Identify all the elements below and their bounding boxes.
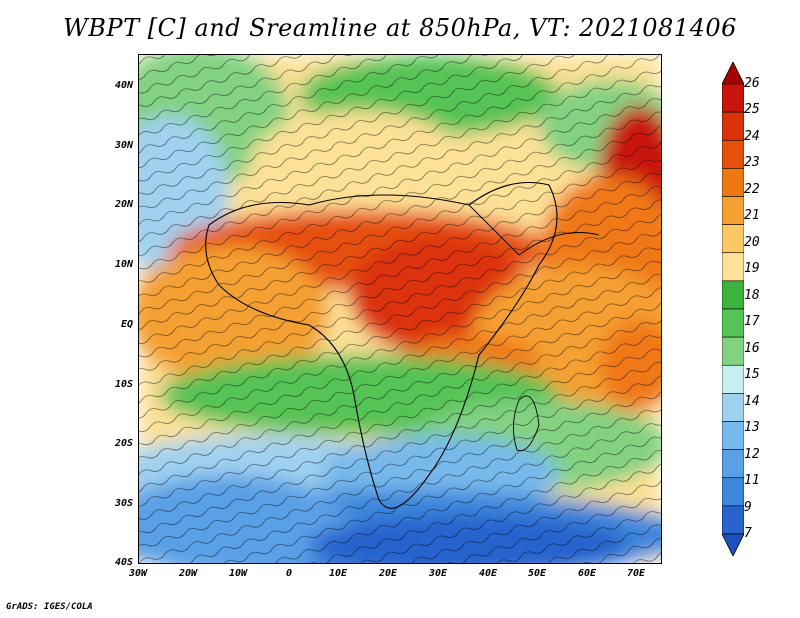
colorbar-swatch — [722, 505, 744, 535]
colorbar-swatch — [722, 421, 744, 450]
colorbar-swatch — [722, 168, 744, 197]
colorbar-label: 12 — [744, 446, 760, 462]
streamlines — [139, 55, 661, 563]
colorbar-label: 9 — [744, 499, 752, 515]
colorbar-label: 24 — [744, 128, 760, 144]
colorbar-label: 14 — [744, 393, 760, 409]
colorbar-label: 22 — [744, 181, 760, 197]
colorbar-swatch — [722, 308, 744, 338]
lon-label: 60E — [577, 568, 597, 579]
lon-label: 10W — [228, 568, 248, 579]
colorbar-label: 7 — [744, 526, 752, 541]
colorbar-swatch — [722, 139, 744, 169]
colorbar-label: 17 — [744, 314, 760, 330]
lon-label: 20E — [378, 568, 398, 579]
lon-label: 30E — [428, 568, 448, 579]
lon-label: 70E — [626, 568, 646, 579]
grads-credit: GrADS: IGES/COLA — [6, 602, 93, 612]
colorbar-bottom-triangle — [722, 533, 744, 556]
lat-label: 20S — [114, 438, 133, 449]
colorbar-swatch — [722, 252, 744, 282]
colorbar-swatch — [722, 449, 744, 479]
colorbar-label: 21 — [744, 208, 760, 224]
colorbar-swatch — [722, 224, 744, 254]
colorbar-swatch — [722, 111, 744, 141]
colorbar-label: 11 — [744, 473, 760, 489]
colorbar-label: 16 — [744, 340, 760, 356]
colorbar-swatch — [722, 83, 744, 113]
lat-label: 30S — [114, 498, 133, 509]
colorbar-swatch — [722, 196, 744, 225]
colorbar-label: 15 — [744, 367, 760, 383]
colorbar-swatch — [722, 336, 744, 366]
lon-label: 10E — [328, 568, 348, 579]
colorbar-swatch — [722, 280, 744, 310]
lon-label: 0 — [285, 568, 293, 579]
colorbar-top-triangle — [722, 62, 744, 85]
lat-label: 30N — [114, 140, 133, 151]
lat-label: 40S — [114, 557, 133, 568]
colorbar-label: 23 — [744, 155, 760, 171]
africa-coastline — [205, 182, 558, 509]
lon-label: 40E — [478, 568, 498, 579]
colorbar-label: 13 — [744, 420, 760, 436]
lat-label: 10S — [114, 379, 133, 390]
lat-label: 10N — [114, 259, 133, 270]
lat-label: 40N — [114, 80, 133, 91]
colorbar-swatch — [722, 364, 744, 394]
colorbar-label: 20 — [744, 234, 760, 250]
lon-label: 20W — [178, 568, 198, 579]
madagascar-coastline — [513, 395, 540, 452]
map-title: WBPT [C] and Sreamline at 850hPa, VT: 20… — [63, 14, 737, 42]
colorbar-swatch — [722, 477, 744, 507]
colorbar-label: 19 — [744, 261, 760, 277]
lat-label: 20N — [114, 199, 133, 210]
wbpt-map-panel — [138, 54, 662, 564]
lat-label: EQ — [120, 319, 133, 330]
lon-label: 50E — [527, 568, 547, 579]
arabian-coastline — [468, 204, 600, 256]
colorbar-swatch — [722, 393, 744, 422]
colorbar-label: 25 — [744, 102, 760, 118]
colorbar-label: 26 — [744, 76, 760, 91]
colorbar-label: 18 — [744, 287, 760, 303]
wbpt-field — [139, 55, 661, 563]
colorbar — [722, 62, 744, 556]
lon-label: 30W — [128, 568, 148, 579]
